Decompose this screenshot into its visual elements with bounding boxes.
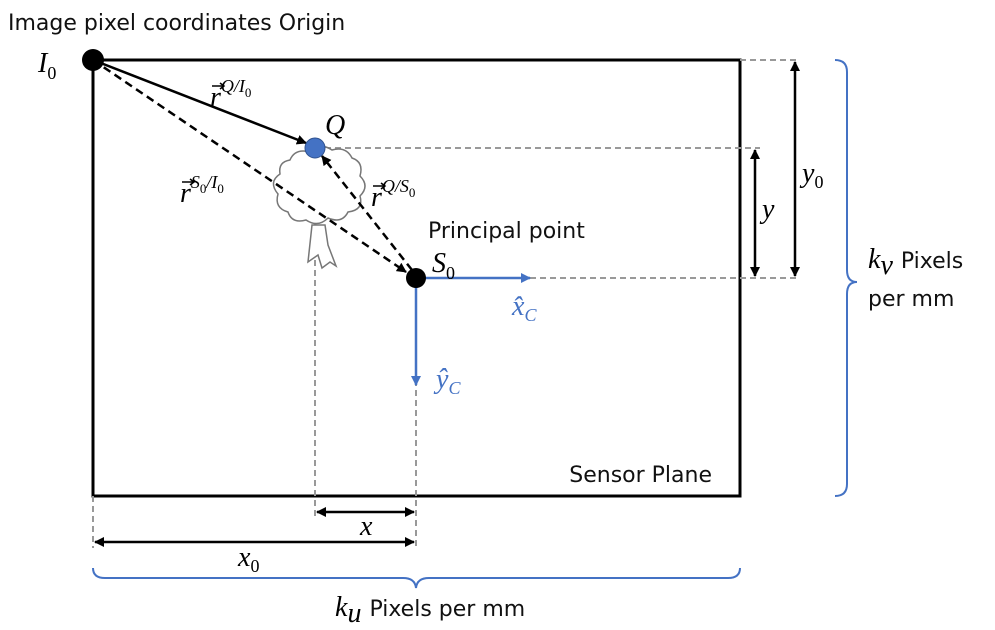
vector-q-i0: [92, 58, 307, 145]
principal-point: [406, 268, 426, 288]
svg-text:rS0/I0: rS0/I0: [180, 172, 224, 209]
tree-icon: [272, 145, 366, 270]
sub: 0: [250, 556, 259, 576]
sub: 0: [200, 181, 207, 196]
origin-label: I0: [37, 48, 56, 83]
sub: 0: [409, 185, 416, 200]
origin-point: [82, 49, 104, 71]
ku-label: ku Pixels per mm: [335, 592, 525, 629]
dimension-arrows: [94, 61, 800, 547]
brace-bottom: [92, 567, 741, 589]
sub: 0: [814, 172, 823, 192]
sub: C: [524, 305, 537, 325]
base: k: [868, 244, 881, 275]
sub: 0: [217, 181, 224, 196]
base: k: [335, 592, 348, 623]
sub: 0: [446, 263, 455, 283]
vector-q-s0: [321, 155, 413, 271]
q-point: [304, 137, 326, 159]
sup: S: [191, 172, 200, 192]
vector-label: rQ/S0: [371, 176, 415, 213]
scale-text: Pixels: [901, 249, 963, 274]
sup: Q/S: [382, 176, 409, 196]
base: r: [371, 182, 382, 213]
base: r: [210, 82, 221, 113]
base: y: [799, 158, 815, 189]
sensor-label: Sensor Plane: [569, 463, 712, 488]
vector-label: rQ/I0: [210, 76, 251, 113]
s0-label: S0: [432, 248, 455, 283]
x-label: x: [359, 511, 373, 542]
y0-label: y0: [799, 158, 823, 192]
sub: u: [347, 598, 361, 629]
y-label: y: [759, 194, 775, 225]
sub: C: [448, 378, 461, 398]
q-label: Q: [325, 110, 345, 141]
y-axis-label: ŷC: [433, 364, 461, 398]
x0-label: x0: [237, 542, 259, 576]
vector-s0-i0: [92, 58, 407, 274]
sup: Q/I: [221, 76, 246, 96]
vector-label: rS0/I0: [180, 172, 224, 209]
svg-text:rQ/S0: rQ/S0: [371, 176, 415, 213]
base: I: [37, 48, 49, 79]
kv-label-line2: per mm: [868, 287, 954, 312]
principal-caption: Principal point: [428, 219, 585, 244]
base: S: [432, 248, 446, 279]
scale-text: Pixels per mm: [369, 597, 525, 622]
kv-label: kv Pixels: [868, 244, 963, 281]
svg-text:rQ/I0: rQ/I0: [210, 76, 251, 113]
sub: v: [880, 250, 893, 281]
sub: 0: [47, 63, 56, 83]
title: Image pixel coordinates Origin: [8, 11, 345, 36]
base: x̂: [511, 291, 525, 322]
base: ŷ: [433, 364, 449, 395]
sub: 0: [245, 85, 252, 100]
sup: /I: [205, 172, 218, 192]
x-axis-label: x̂C: [511, 291, 537, 325]
base: x: [237, 542, 251, 573]
brace-right: [834, 59, 858, 497]
base: r: [180, 178, 191, 209]
